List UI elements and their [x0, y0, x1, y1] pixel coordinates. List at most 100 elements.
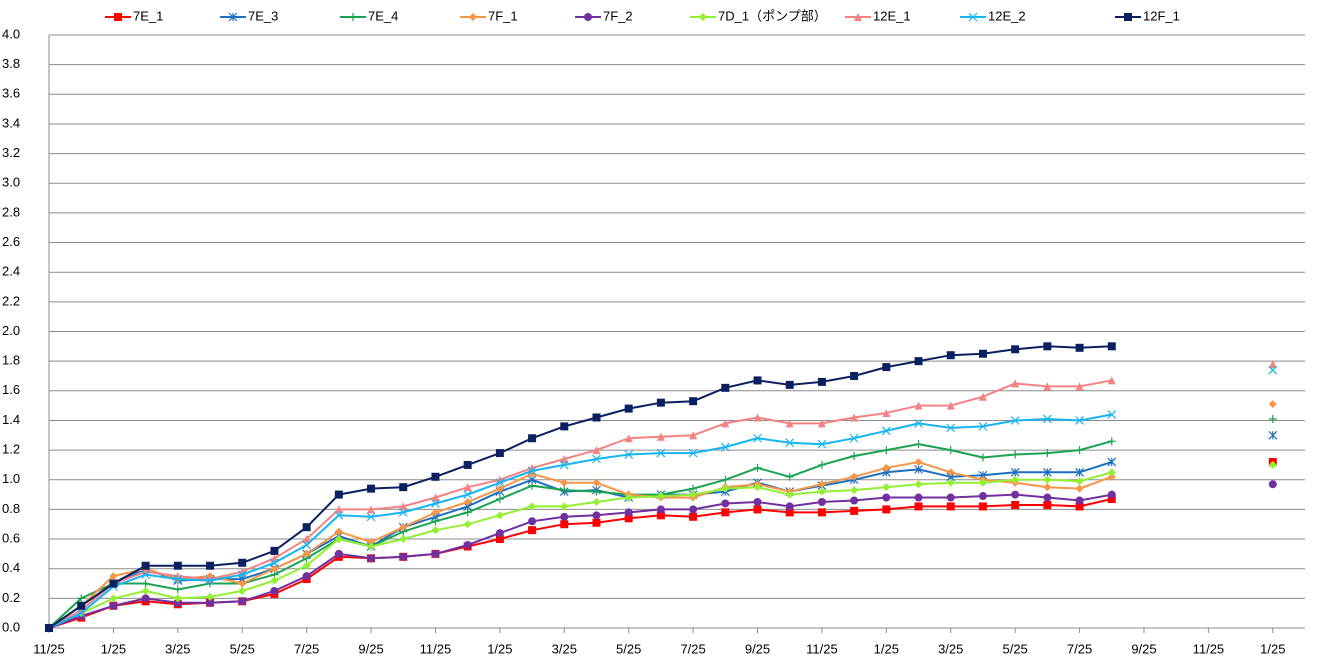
y-tick-label: 4.0 — [2, 26, 20, 41]
marker — [560, 520, 569, 529]
marker — [141, 579, 150, 588]
marker — [882, 363, 891, 372]
marker — [495, 484, 504, 493]
marker — [689, 505, 698, 514]
marker — [560, 486, 569, 495]
marker — [882, 493, 891, 502]
marker — [1011, 345, 1020, 354]
marker — [1043, 342, 1052, 351]
marker — [592, 518, 601, 527]
marker — [914, 464, 923, 474]
marker — [753, 505, 762, 514]
marker — [785, 490, 794, 499]
legend-label: 12E_2 — [988, 8, 1026, 23]
marker — [431, 508, 440, 517]
marker — [721, 484, 730, 493]
marker — [109, 601, 118, 610]
marker — [238, 579, 247, 588]
x-tick-label: 1/25 — [101, 641, 126, 656]
marker — [689, 431, 698, 440]
marker — [817, 497, 826, 506]
marker — [785, 502, 794, 511]
series-line — [48, 345, 1112, 629]
y-tick-label: 2.8 — [2, 204, 20, 219]
marker — [584, 13, 592, 21]
marker — [270, 586, 279, 595]
marker — [1043, 493, 1052, 502]
marker — [270, 564, 279, 573]
marker — [592, 478, 601, 487]
marker — [699, 13, 707, 21]
marker — [1107, 490, 1116, 499]
marker — [854, 13, 862, 21]
marker — [238, 586, 247, 595]
marker — [141, 567, 150, 576]
marker — [817, 419, 826, 428]
x-tick-label: 1/25 — [874, 641, 899, 656]
marker — [334, 505, 343, 514]
marker — [1107, 342, 1116, 351]
marker — [882, 446, 891, 455]
marker — [1268, 480, 1277, 489]
marker — [721, 475, 730, 484]
marker — [495, 478, 505, 488]
marker — [1268, 360, 1277, 369]
x-tick-label: 3/25 — [552, 641, 577, 656]
marker — [1075, 496, 1084, 505]
y-tick-label: 3.4 — [2, 115, 20, 130]
y-tick-label: 3.0 — [2, 175, 20, 190]
marker — [270, 546, 279, 555]
marker — [431, 499, 440, 508]
marker — [914, 457, 923, 466]
legend-label: 7E_3 — [248, 8, 278, 23]
marker — [1043, 475, 1052, 484]
marker — [495, 511, 504, 520]
marker — [463, 520, 472, 529]
marker — [689, 397, 698, 406]
marker — [721, 499, 730, 508]
marker — [528, 526, 537, 535]
marker — [463, 483, 472, 492]
marker — [334, 535, 343, 544]
marker — [302, 572, 311, 581]
marker — [367, 554, 376, 563]
marker — [785, 438, 795, 448]
marker — [721, 508, 730, 517]
marker — [785, 380, 794, 389]
marker — [978, 349, 987, 358]
marker — [1075, 416, 1084, 425]
marker — [978, 453, 987, 462]
marker — [495, 475, 504, 484]
marker — [946, 478, 955, 487]
marker — [77, 601, 86, 610]
marker — [978, 421, 988, 431]
marker — [624, 514, 633, 523]
marker — [173, 594, 182, 603]
marker — [753, 433, 762, 443]
marker — [914, 357, 923, 366]
y-tick-label: 2.0 — [2, 323, 20, 338]
marker — [1042, 414, 1052, 424]
legend-label: 12E_1 — [873, 8, 911, 23]
y-tick-label: 1.4 — [2, 412, 20, 427]
marker — [1107, 376, 1116, 385]
legend-item: 12E_1 — [845, 8, 911, 23]
marker — [1268, 460, 1277, 469]
marker — [431, 526, 440, 535]
marker — [205, 576, 215, 585]
marker — [817, 460, 826, 469]
marker — [334, 549, 343, 558]
marker — [850, 486, 859, 495]
marker — [850, 472, 859, 481]
x-tick-label: 9/25 — [358, 641, 383, 656]
marker — [302, 535, 311, 544]
marker — [76, 608, 86, 618]
legend-item: 7E_3 — [220, 8, 278, 23]
marker — [349, 13, 357, 21]
marker — [882, 483, 891, 492]
marker — [914, 440, 923, 449]
x-tick-label: 7/25 — [680, 641, 705, 656]
marker — [141, 561, 150, 570]
marker — [1011, 450, 1020, 459]
marker — [366, 512, 376, 522]
